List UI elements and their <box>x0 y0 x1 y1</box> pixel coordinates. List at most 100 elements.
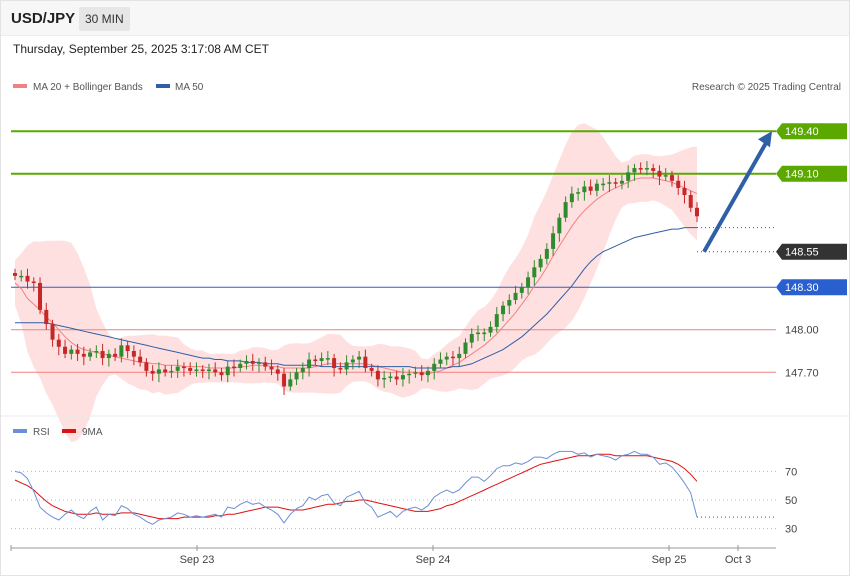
candle <box>169 365 174 378</box>
candle <box>163 365 168 377</box>
price-tags: 149.40 149.10 148.55 148.30 148.00 147.70 <box>776 123 847 379</box>
candle <box>300 362 305 380</box>
arrow-shaft <box>702 140 769 253</box>
candle <box>601 178 606 191</box>
candle <box>275 365 280 381</box>
candle <box>400 368 405 387</box>
candle <box>56 334 61 356</box>
candle <box>394 370 399 386</box>
candle <box>19 270 24 282</box>
candle <box>44 302 49 330</box>
candle <box>13 268 17 281</box>
candle <box>557 213 562 242</box>
candle <box>413 366 418 378</box>
candles <box>13 160 699 395</box>
candle <box>100 343 105 366</box>
candle <box>501 301 506 322</box>
candle <box>125 341 130 359</box>
level-tag-label: 149.40 <box>785 126 819 138</box>
candle <box>288 372 293 391</box>
candle <box>494 307 499 333</box>
candle <box>338 362 343 374</box>
candle <box>138 349 143 367</box>
candle <box>194 362 199 377</box>
candle <box>619 175 624 190</box>
candle <box>432 358 437 380</box>
candle <box>457 346 462 367</box>
level-tag-2: 148.55 <box>776 243 847 260</box>
level-tag-label: 149.10 <box>785 169 819 181</box>
rsi-legend-label: RSI <box>33 427 50 438</box>
candle <box>538 254 543 272</box>
candle <box>563 196 568 222</box>
rsi-legend-swatch <box>13 429 27 433</box>
candle <box>651 163 656 178</box>
candle <box>695 202 699 222</box>
candle <box>438 352 443 369</box>
candle <box>63 339 68 359</box>
candle <box>682 180 687 204</box>
candle <box>613 178 618 188</box>
candle <box>663 168 668 181</box>
level-tag-label: 148.00 <box>785 325 819 337</box>
bollinger-band-area <box>15 123 697 443</box>
level-tag-label: 147.70 <box>785 367 819 379</box>
candle <box>357 351 362 369</box>
candle <box>425 366 430 383</box>
candle <box>113 348 118 361</box>
level-tag-0: 149.40 <box>776 123 847 140</box>
candle <box>407 369 412 384</box>
candle <box>488 321 493 337</box>
candle <box>325 351 330 366</box>
candle <box>69 345 74 360</box>
level-tag-5: 147.70 <box>785 367 819 379</box>
candle <box>582 180 587 201</box>
level-tag-1: 149.10 <box>776 165 847 182</box>
candle <box>469 328 474 349</box>
candle <box>669 170 674 187</box>
candle <box>88 348 93 361</box>
interval-button[interactable]: 30 MIN <box>79 7 130 31</box>
candle <box>532 260 537 286</box>
candle <box>257 358 262 373</box>
level-tag-4: 148.00 <box>785 325 819 337</box>
ma50-line <box>15 227 697 369</box>
candle <box>231 359 236 377</box>
chart-datetime: Thursday, September 25, 2025 3:17:08 AM … <box>13 42 269 56</box>
candle <box>463 338 468 359</box>
ma20-legend-swatch <box>13 84 27 88</box>
candle <box>450 351 455 366</box>
level-tag-3: 148.30 <box>776 279 847 296</box>
candle <box>175 359 180 378</box>
rsi-tick-label: 50 <box>785 495 797 507</box>
candle <box>688 190 693 213</box>
candle <box>638 162 643 174</box>
candle <box>476 325 481 342</box>
candle <box>206 363 211 380</box>
candle <box>350 355 355 370</box>
candle <box>363 349 368 373</box>
credit-label: Research © 2025 Trading Central <box>692 82 841 93</box>
target-arrow <box>702 131 772 253</box>
candle <box>294 368 299 386</box>
symbol-label: USD/JPY <box>11 10 76 27</box>
candle <box>213 362 218 377</box>
moving-averages <box>14 177 698 375</box>
ma50-legend-label: MA 50 <box>175 82 204 93</box>
candle <box>106 349 111 367</box>
candle <box>31 277 36 292</box>
rsi-ma-legend-label: 9MA <box>82 427 103 438</box>
candle <box>544 243 549 265</box>
level-tag-label: 148.30 <box>785 282 819 294</box>
rsi-panel: 30 50 70 <box>11 450 797 536</box>
candle <box>507 294 512 315</box>
bollinger-bands <box>15 123 697 443</box>
candle <box>594 179 599 197</box>
rsi-tick-label: 70 <box>785 466 797 478</box>
candle <box>526 271 531 295</box>
candle <box>576 187 581 201</box>
level-tag-label: 148.55 <box>785 247 819 259</box>
rsi-line <box>14 450 698 525</box>
x-axis: Sep 23 Sep 24 Sep 25 Oct 3 <box>10 545 776 566</box>
